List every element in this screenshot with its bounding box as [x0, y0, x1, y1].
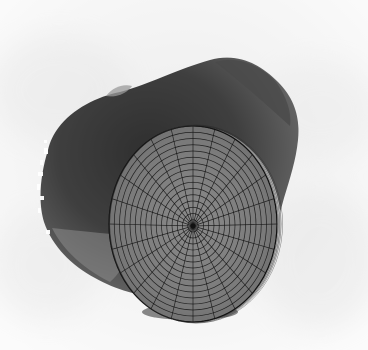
mesh-spoke [108, 223, 194, 227]
mesh-spoke [192, 138, 236, 227]
mesh-spoke [192, 225, 236, 310]
mesh-spoke [192, 129, 216, 227]
mesh-spoke [192, 225, 216, 319]
mesh-spoke [192, 174, 266, 227]
mesh-spoke [111, 198, 194, 227]
mesh-spoke [192, 225, 275, 250]
mesh-disc [108, 124, 283, 324]
mesh-spoke [170, 129, 194, 227]
mesh-spoke [150, 138, 194, 227]
mesh-spoke [120, 174, 194, 227]
mesh-spoke [133, 154, 194, 227]
mesh-rim-ring [109, 124, 283, 324]
mesh-spoke [192, 225, 266, 274]
mesh-center-node [190, 223, 196, 229]
mesh-spoke [111, 225, 194, 250]
mesh-spoke [120, 225, 194, 274]
mesh-spoke [192, 225, 253, 294]
mesh-wireframe [108, 124, 283, 324]
mesh-spoke [170, 225, 194, 319]
mesh-spoke [150, 225, 194, 310]
mesh-spoke [133, 225, 194, 294]
mesh-spoke [192, 154, 253, 227]
mesh-spoke [192, 223, 278, 227]
mesh-spoke [192, 198, 275, 227]
